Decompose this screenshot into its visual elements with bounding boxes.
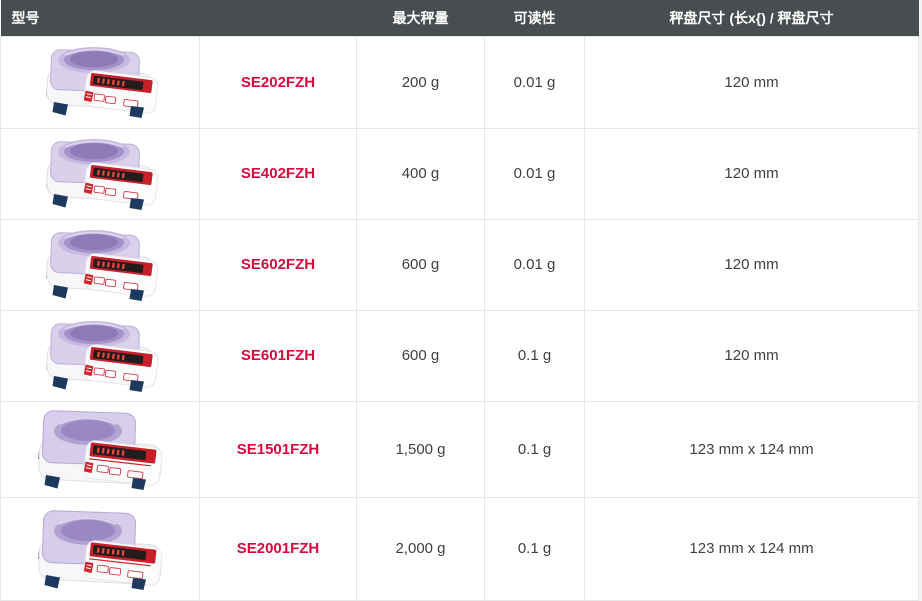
model-cell: SE601FZH [199, 309, 357, 402]
model-link[interactable]: SE601FZH [240, 347, 316, 364]
balance-product-image[interactable] [37, 315, 163, 397]
model-link[interactable]: SE602FZH [240, 256, 316, 273]
capacity-value: 200 g [356, 35, 485, 129]
product-image-cell[interactable] [0, 35, 200, 129]
product-image-cell[interactable] [0, 127, 200, 220]
model-link[interactable]: SE2001FZH [236, 540, 320, 557]
table-row: SE402FZH 400 g 0.01 g 120 mm [0, 127, 919, 220]
product-image-cell[interactable] [0, 218, 200, 311]
column-header-model: 型号 [0, 0, 357, 36]
balance-product-image[interactable] [33, 406, 167, 492]
model-link[interactable]: SE402FZH [240, 165, 316, 182]
readability-value: 0.1 g [484, 309, 585, 402]
capacity-value: 600 g [356, 218, 485, 311]
readability-value: 0.01 g [484, 35, 585, 129]
pan-size-value: 120 mm [584, 309, 919, 402]
capacity-value: 400 g [356, 127, 485, 220]
model-cell: SE1501FZH [199, 400, 357, 498]
model-link[interactable]: SE1501FZH [236, 440, 320, 458]
table-row: SE1501FZH 1,500 g 0.1 g 123 mm x 124 mm [0, 400, 919, 498]
model-cell: SE202FZH [199, 35, 357, 129]
readability-value: 0.01 g [484, 218, 585, 311]
column-header-pan-size: 秤盘尺寸 (长x{) / 秤盘尺寸 [584, 0, 919, 36]
balance-product-image[interactable] [37, 224, 163, 306]
product-image-cell[interactable] [0, 309, 200, 402]
table-row: SE601FZH 600 g 0.1 g 120 mm [0, 309, 919, 402]
capacity-value: 1,500 g [356, 400, 485, 498]
pan-size-value: 120 mm [584, 218, 919, 311]
product-image-cell[interactable] [0, 496, 200, 601]
column-header-capacity: 最大秤量 [356, 0, 485, 36]
readability-value: 0.1 g [484, 496, 585, 601]
model-cell: SE2001FZH [199, 496, 357, 601]
table-header: 型号 最大秤量 可读性 秤盘尺寸 (长x{) / 秤盘尺寸 [0, 0, 919, 36]
table-row: SE2001FZH 2,000 g 0.1 g 123 mm x 124 mm [0, 496, 919, 601]
product-image-cell[interactable] [0, 400, 200, 498]
balance-product-image[interactable] [37, 41, 163, 123]
pan-size-value: 123 mm x 124 mm [584, 496, 919, 601]
balance-product-image[interactable] [33, 506, 167, 592]
pan-size-value: 120 mm [584, 127, 919, 220]
readability-value: 0.01 g [484, 127, 585, 220]
model-cell: SE402FZH [199, 127, 357, 220]
model-link[interactable]: SE202FZH [240, 73, 316, 91]
pan-size-value: 120 mm [584, 35, 919, 129]
capacity-value: 600 g [356, 309, 485, 402]
model-cell: SE602FZH [199, 218, 357, 311]
column-header-readability: 可读性 [484, 0, 585, 36]
readability-value: 0.1 g [484, 400, 585, 498]
table-row: SE202FZH 200 g 0.01 g 120 mm [0, 35, 919, 129]
table-row: SE602FZH 600 g 0.01 g 120 mm [0, 218, 919, 311]
capacity-value: 2,000 g [356, 496, 485, 601]
balance-product-image[interactable] [37, 133, 163, 215]
pan-size-value: 123 mm x 124 mm [584, 400, 919, 498]
